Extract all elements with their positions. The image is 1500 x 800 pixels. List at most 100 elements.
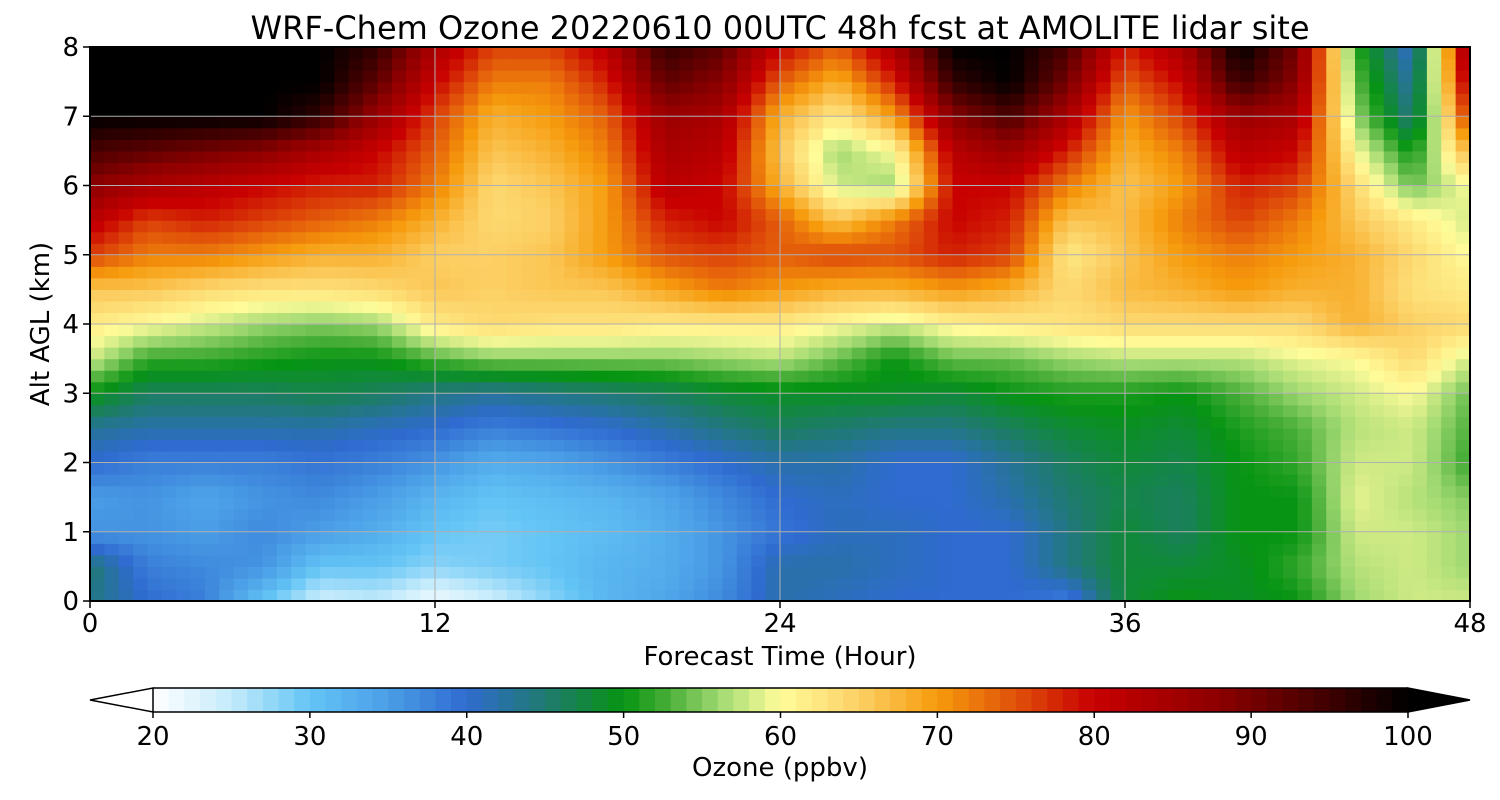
heatmap-cell [521,231,537,244]
heatmap-cell [995,139,1011,152]
heatmap-cell [1125,220,1140,233]
heatmap-cell [147,127,163,140]
heatmap-cell [1455,427,1470,441]
heatmap-cell [938,116,954,129]
heatmap-cell [923,324,939,337]
heatmap-cell [1225,335,1241,348]
colorbar-segment [921,688,938,712]
heatmap-cell [1211,47,1227,60]
heatmap-cell [1196,520,1212,533]
heatmap-cell [823,266,839,279]
heatmap-cell [1455,416,1470,429]
heatmap-cell [909,173,925,187]
heatmap-cell [1340,93,1356,106]
heatmap-cell [133,116,149,129]
heatmap-cell [981,81,997,94]
heatmap-cell [1067,47,1083,60]
heatmap-cell [550,173,565,187]
heatmap-cell [449,531,465,544]
heatmap-cell [866,208,882,221]
heatmap-cell [233,185,249,198]
heatmap-cell [1268,474,1284,487]
heatmap-cell [679,566,695,579]
heatmap-cell [765,335,781,348]
heatmap-cell [1168,554,1184,567]
heatmap-cell [1110,450,1126,464]
heatmap-cell [535,577,551,591]
heatmap-cell [621,150,637,164]
heatmap-cell [449,439,465,452]
heatmap-cell [866,173,882,187]
heatmap-cell [435,150,450,164]
heatmap-cell [550,104,565,117]
heatmap-cell [808,531,824,544]
heatmap-cell [104,266,120,279]
heatmap-cell [679,324,695,337]
heatmap-cell [578,554,594,567]
heatmap-cell [550,416,565,429]
heatmap-cell [1139,197,1155,210]
heatmap-cell [1412,243,1428,256]
heatmap-cell [995,497,1011,510]
heatmap-cell [1398,577,1414,591]
heatmap-cell [118,462,134,475]
heatmap-cell [391,324,407,337]
heatmap-cell [305,312,321,325]
heatmap-cell [478,543,494,556]
heatmap-cell [1283,358,1299,371]
heatmap-cell [1254,58,1270,71]
heatmap-cell [219,312,235,325]
heatmap-cell [780,127,795,140]
heatmap-cell [90,312,105,325]
heatmap-cell [1369,474,1385,487]
heatmap-cell [995,577,1011,591]
heatmap-cell [233,139,249,152]
heatmap-cell [1182,462,1198,475]
heatmap-cell [147,312,163,325]
heatmap-cell [1168,93,1184,106]
heatmap-cell [952,162,968,175]
heatmap-cell [161,47,177,60]
heatmap-cell [420,70,436,83]
heatmap-cell [1168,47,1184,60]
heatmap-cell [90,150,105,164]
heatmap-cell [679,381,695,394]
heatmap-cell [1340,220,1356,233]
heatmap-cell [133,450,149,464]
heatmap-cell [1283,427,1299,441]
heatmap-cell [521,208,537,221]
heatmap-cell [147,185,163,198]
heatmap-cell [851,70,867,83]
heatmap-cell [895,381,910,394]
heatmap-cell [1168,139,1184,152]
heatmap-cell [1182,347,1198,360]
heatmap-cell [521,393,537,406]
heatmap-cell [837,300,853,314]
heatmap-cell [1038,393,1054,406]
heatmap-cell [550,543,565,556]
heatmap-cell [1297,312,1313,325]
heatmap-cell [1369,116,1385,129]
heatmap-cell [1283,404,1299,417]
colorbar-segment [1298,688,1315,712]
heatmap-cell [794,300,810,314]
heatmap-cell [1268,427,1284,441]
heatmap-cell [1067,485,1083,498]
heatmap-cell [895,266,910,279]
heatmap-cell [449,47,465,60]
heatmap-cell [420,543,436,556]
heatmap-cell [205,231,220,244]
heatmap-cell [420,485,436,498]
heatmap-cell [1168,150,1184,164]
heatmap-cell [1139,520,1155,533]
heatmap-cell [1038,127,1054,140]
heatmap-cell [161,93,177,106]
heatmap-cell [1168,289,1184,302]
heatmap-cell [1383,566,1399,579]
heatmap-cell [1067,70,1083,83]
heatmap-cell [780,404,795,417]
heatmap-cell [851,485,867,498]
heatmap-cell [435,335,450,348]
heatmap-cell [1326,381,1342,394]
heatmap-cell [1383,173,1399,187]
